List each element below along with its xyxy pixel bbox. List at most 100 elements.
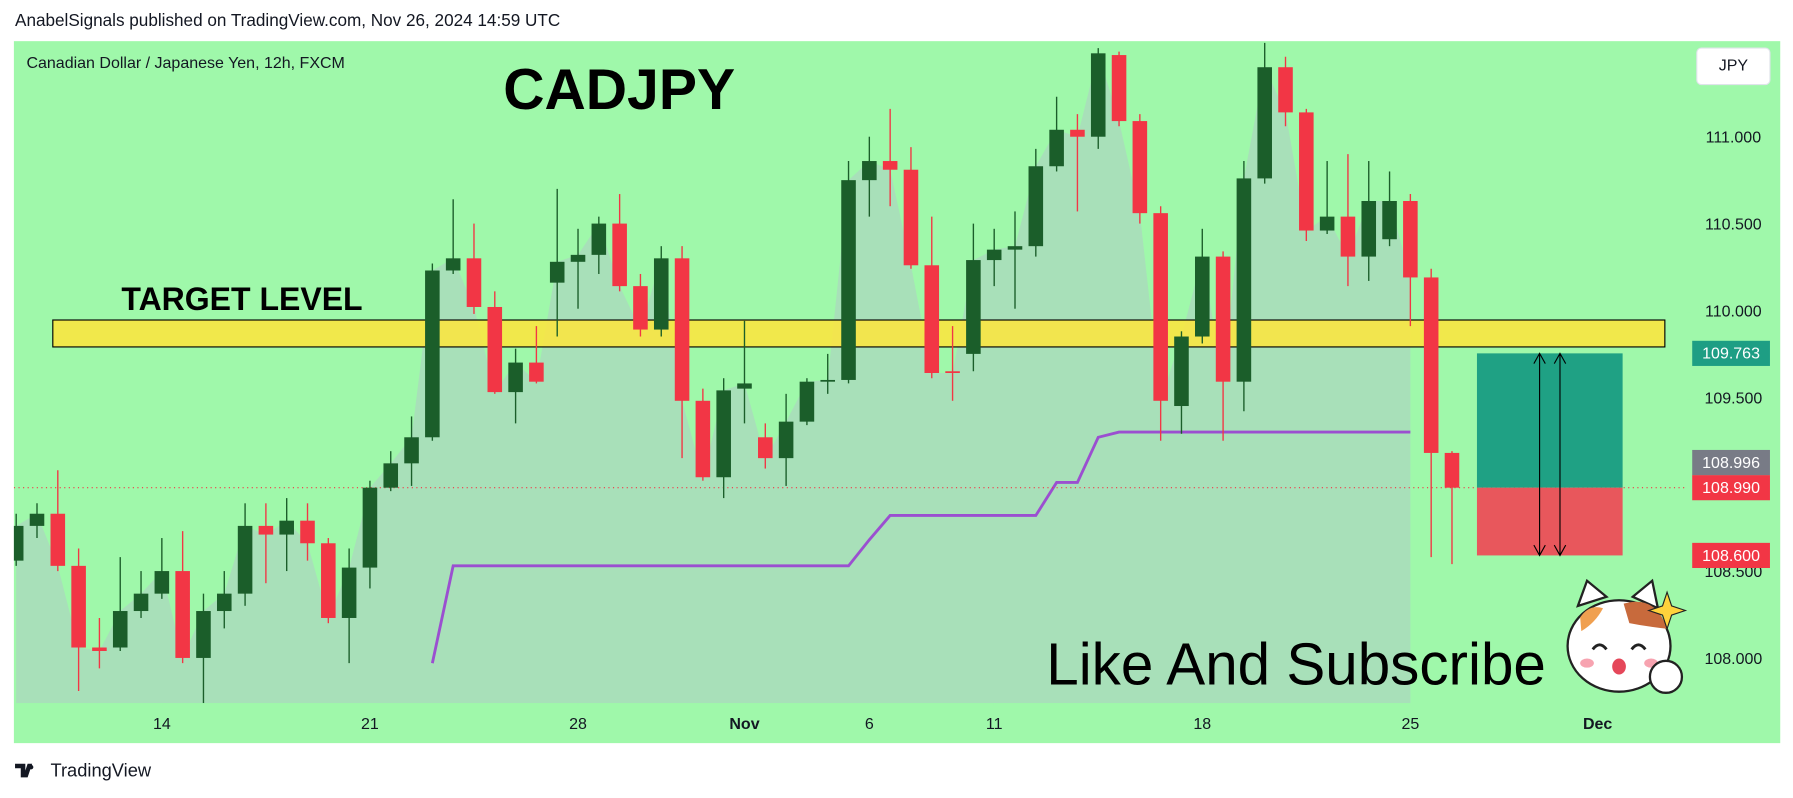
candle-body	[29, 513, 45, 526]
x-tick-label: Nov	[729, 716, 759, 733]
candle-body	[1382, 200, 1397, 240]
price-label: 108.600	[1702, 548, 1760, 565]
candle-body	[13, 525, 24, 561]
candle-body	[1153, 213, 1168, 401]
candle-body	[737, 383, 752, 389]
candle-body	[674, 258, 690, 401]
candle-body	[258, 525, 274, 535]
candle-body	[653, 258, 669, 330]
candle-body	[445, 258, 461, 271]
candle-body	[466, 258, 482, 307]
candle-body	[1070, 129, 1085, 137]
candle-body	[1132, 121, 1148, 214]
currency-label[interactable]: JPY	[1719, 58, 1749, 75]
candle-body	[300, 520, 315, 544]
symbol-description: Canadian Dollar / Japanese Yen, 12h, FXC…	[26, 55, 344, 72]
candle-body	[50, 513, 66, 566]
y-tick-label: 110.000	[1705, 303, 1762, 320]
y-tick-label: 108.500	[1704, 564, 1762, 581]
candle-body	[237, 525, 253, 594]
y-tick-label: 109.500	[1704, 390, 1762, 407]
candle-body	[92, 647, 107, 651]
candle-body	[1278, 67, 1293, 113]
candle-body	[1090, 53, 1106, 137]
candle-body	[695, 400, 711, 478]
candle-body	[591, 223, 607, 255]
candle-body	[112, 611, 128, 648]
x-tick-label: 11	[986, 716, 1003, 733]
price-label-box	[1692, 340, 1770, 366]
candle-body	[924, 265, 940, 374]
annotation: Like And Subscribe	[1046, 631, 1546, 698]
candle-body	[321, 543, 336, 618]
y-tick-label: 111.000	[1706, 130, 1762, 147]
profit-zone	[1476, 353, 1623, 488]
candle-body	[1194, 256, 1210, 337]
candle-body	[549, 261, 565, 283]
plot-area	[13, 42, 1687, 704]
candle-body	[404, 437, 419, 464]
x-tick-label: 25	[1401, 716, 1419, 733]
candle-body	[570, 254, 586, 262]
candle-body	[758, 437, 773, 459]
candle-body	[612, 223, 627, 287]
trail-line	[430, 430, 1411, 664]
candle-body	[133, 593, 149, 612]
candle-body	[882, 161, 898, 170]
price-axis: 108.000 108.500 109.500 110.000 110.500 111.0…	[153, 130, 1770, 733]
x-tick-label: 18	[1193, 716, 1211, 733]
chart-title: CADJPY	[503, 58, 735, 122]
price-label-box	[1692, 542, 1770, 569]
tradingview-logo[interactable]	[15, 763, 34, 778]
candle-body	[529, 362, 544, 382]
x-tick-label: 6	[865, 716, 874, 733]
candle-body	[716, 390, 731, 478]
publisher-line: AnabelSignals published on TradingView.c…	[15, 10, 560, 30]
candle-body	[1174, 336, 1189, 407]
x-tick-label: 14	[153, 716, 171, 733]
candle-body	[1236, 178, 1252, 382]
candle-body	[383, 463, 399, 488]
candle-body	[945, 371, 960, 374]
y-tick-label: 108.000	[1704, 651, 1762, 668]
price-label: 108.990	[1702, 480, 1760, 497]
candle-body	[175, 571, 190, 658]
candle-body	[1111, 55, 1127, 122]
candle-body	[1028, 166, 1044, 247]
price-label: 109.763	[1702, 346, 1760, 363]
candle-body	[966, 260, 981, 354]
candle-body	[633, 286, 648, 330]
candle-body	[487, 306, 503, 393]
range-arrow	[1553, 352, 1567, 557]
candle-body	[1340, 216, 1356, 257]
price-label-box	[1692, 475, 1770, 501]
price-label: 108.996	[1702, 455, 1760, 472]
candle-body	[216, 593, 232, 612]
candle-body	[986, 249, 1002, 261]
candle-body	[154, 571, 170, 594]
candle-body	[1423, 277, 1439, 453]
candle-body	[820, 379, 836, 382]
candle-body	[1444, 452, 1460, 488]
candle-body	[1049, 129, 1064, 167]
candle-body	[71, 565, 86, 648]
loss-zone	[1476, 487, 1623, 556]
candle-body	[341, 567, 357, 618]
candle-body	[903, 169, 919, 266]
price-label-box	[1692, 449, 1770, 476]
candle-body	[1319, 216, 1335, 231]
candle-body	[362, 487, 378, 568]
candle-body	[778, 421, 794, 459]
range-arrow	[1533, 352, 1546, 557]
candle-body	[862, 161, 877, 181]
x-tick-label: 21	[361, 716, 379, 733]
candle-body	[279, 520, 294, 535]
candle-body	[425, 270, 440, 438]
currency-box[interactable]	[1696, 47, 1771, 86]
candle-body	[1215, 256, 1231, 382]
target-zone	[52, 319, 1666, 348]
brand[interactable]: TradingView	[50, 760, 151, 781]
candle-body	[1361, 200, 1377, 257]
x-tick-label: 28	[569, 716, 587, 733]
